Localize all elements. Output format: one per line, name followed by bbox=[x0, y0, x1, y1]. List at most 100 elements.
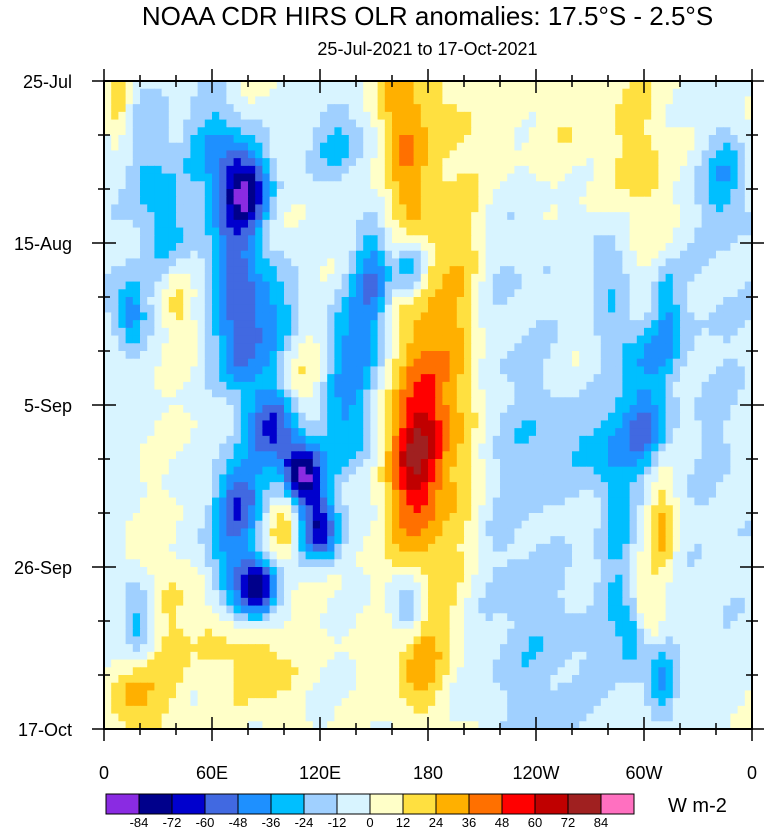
heatmap-cell bbox=[305, 435, 314, 445]
heatmap-cell bbox=[629, 104, 638, 113]
heatmap-cell bbox=[442, 327, 451, 337]
heatmap-cell bbox=[737, 405, 746, 414]
heatmap-cell bbox=[363, 397, 371, 406]
heatmap-cell bbox=[593, 235, 602, 244]
heatmap-cell bbox=[298, 127, 307, 136]
heatmap-cell bbox=[528, 482, 537, 491]
heatmap-cell bbox=[636, 266, 645, 275]
heatmap-cell bbox=[687, 374, 695, 383]
heatmap-cell bbox=[204, 158, 213, 167]
heatmap-cell bbox=[276, 351, 285, 360]
heatmap-cell bbox=[615, 343, 623, 352]
heatmap-cell bbox=[140, 88, 148, 98]
heatmap-cell bbox=[176, 366, 184, 375]
heatmap-cell bbox=[716, 297, 724, 306]
heatmap-cell bbox=[341, 327, 350, 337]
heatmap-cell bbox=[680, 428, 688, 437]
heatmap-cell bbox=[593, 405, 602, 414]
heatmap-cell bbox=[399, 81, 407, 90]
heatmap-cell bbox=[118, 381, 127, 391]
heatmap-cell bbox=[723, 466, 731, 476]
heatmap-cell bbox=[212, 104, 220, 113]
heatmap-cell bbox=[744, 165, 753, 175]
heatmap-cell bbox=[586, 304, 595, 314]
heatmap-cell bbox=[507, 135, 515, 144]
heatmap-cell bbox=[276, 119, 285, 128]
heatmap-cell bbox=[586, 435, 595, 445]
heatmap-cell bbox=[377, 104, 386, 113]
heatmap-cell bbox=[132, 412, 141, 422]
heatmap-cell bbox=[140, 381, 148, 391]
heatmap-cell bbox=[161, 505, 170, 514]
heatmap-cell bbox=[730, 127, 739, 136]
heatmap-cell bbox=[147, 459, 155, 468]
heatmap-cell bbox=[636, 374, 645, 383]
heatmap-cell bbox=[140, 150, 148, 159]
heatmap-cell bbox=[687, 443, 695, 452]
heatmap-cell bbox=[226, 135, 235, 144]
heatmap-cell bbox=[219, 335, 227, 344]
heatmap-cell bbox=[471, 219, 479, 229]
heatmap-cell bbox=[651, 381, 659, 391]
heatmap-cell bbox=[305, 266, 314, 275]
heatmap-cell bbox=[716, 389, 724, 398]
heatmap-cell bbox=[485, 235, 494, 244]
heatmap-cell bbox=[327, 96, 335, 105]
heatmap-cell bbox=[240, 258, 249, 267]
heatmap-cell bbox=[183, 366, 191, 375]
heatmap-cell bbox=[147, 443, 155, 452]
heatmap-cell bbox=[118, 397, 127, 406]
heatmap-cell bbox=[708, 189, 717, 198]
heatmap-cell bbox=[125, 96, 134, 105]
heatmap-cell bbox=[168, 81, 177, 90]
heatmap-cell bbox=[111, 381, 119, 391]
heatmap-cell bbox=[464, 235, 472, 244]
heatmap-cell bbox=[269, 320, 278, 329]
heatmap-cell bbox=[154, 351, 163, 360]
heatmap-cell bbox=[219, 397, 227, 406]
heatmap-cell bbox=[212, 335, 220, 344]
heatmap-cell bbox=[507, 212, 515, 221]
heatmap-cell bbox=[557, 351, 566, 360]
heatmap-cell bbox=[197, 381, 206, 391]
heatmap-cell bbox=[320, 243, 328, 252]
heatmap-cell bbox=[730, 111, 739, 121]
heatmap-cell bbox=[622, 489, 631, 499]
heatmap-cell bbox=[456, 412, 465, 422]
heatmap-cell bbox=[608, 474, 616, 483]
heatmap-cell bbox=[543, 474, 551, 483]
heatmap-cell bbox=[118, 281, 127, 290]
heatmap-cell bbox=[420, 150, 429, 159]
heatmap-cell bbox=[442, 374, 451, 383]
heatmap-cell bbox=[687, 466, 695, 476]
heatmap-cell bbox=[147, 312, 155, 321]
heatmap-cell bbox=[615, 227, 623, 236]
heatmap-cell bbox=[723, 320, 731, 329]
heatmap-cell bbox=[622, 104, 631, 113]
heatmap-cell bbox=[730, 474, 739, 483]
heatmap-cell bbox=[219, 204, 227, 213]
heatmap-cell bbox=[233, 227, 242, 236]
heatmap-cell bbox=[248, 358, 256, 368]
heatmap-cell bbox=[320, 96, 328, 105]
heatmap-cell bbox=[298, 405, 307, 414]
heatmap-cell bbox=[140, 258, 148, 267]
heatmap-cell bbox=[428, 181, 436, 190]
heatmap-cell bbox=[694, 497, 703, 506]
heatmap-cell bbox=[478, 127, 487, 136]
heatmap-cell bbox=[507, 358, 515, 368]
heatmap-cell bbox=[334, 266, 343, 275]
heatmap-cell bbox=[730, 250, 739, 260]
heatmap-cell bbox=[276, 150, 285, 159]
heatmap-cell bbox=[413, 343, 422, 352]
heatmap-cell bbox=[629, 173, 638, 182]
heatmap-cell bbox=[456, 297, 465, 306]
heatmap-cell bbox=[104, 312, 112, 321]
heatmap-cell bbox=[197, 297, 206, 306]
heatmap-cell bbox=[377, 81, 386, 90]
heatmap-cell bbox=[399, 289, 407, 298]
heatmap-cell bbox=[744, 219, 753, 229]
heatmap-cell bbox=[219, 219, 227, 229]
heatmap-cell bbox=[320, 381, 328, 391]
heatmap-cell bbox=[413, 374, 422, 383]
